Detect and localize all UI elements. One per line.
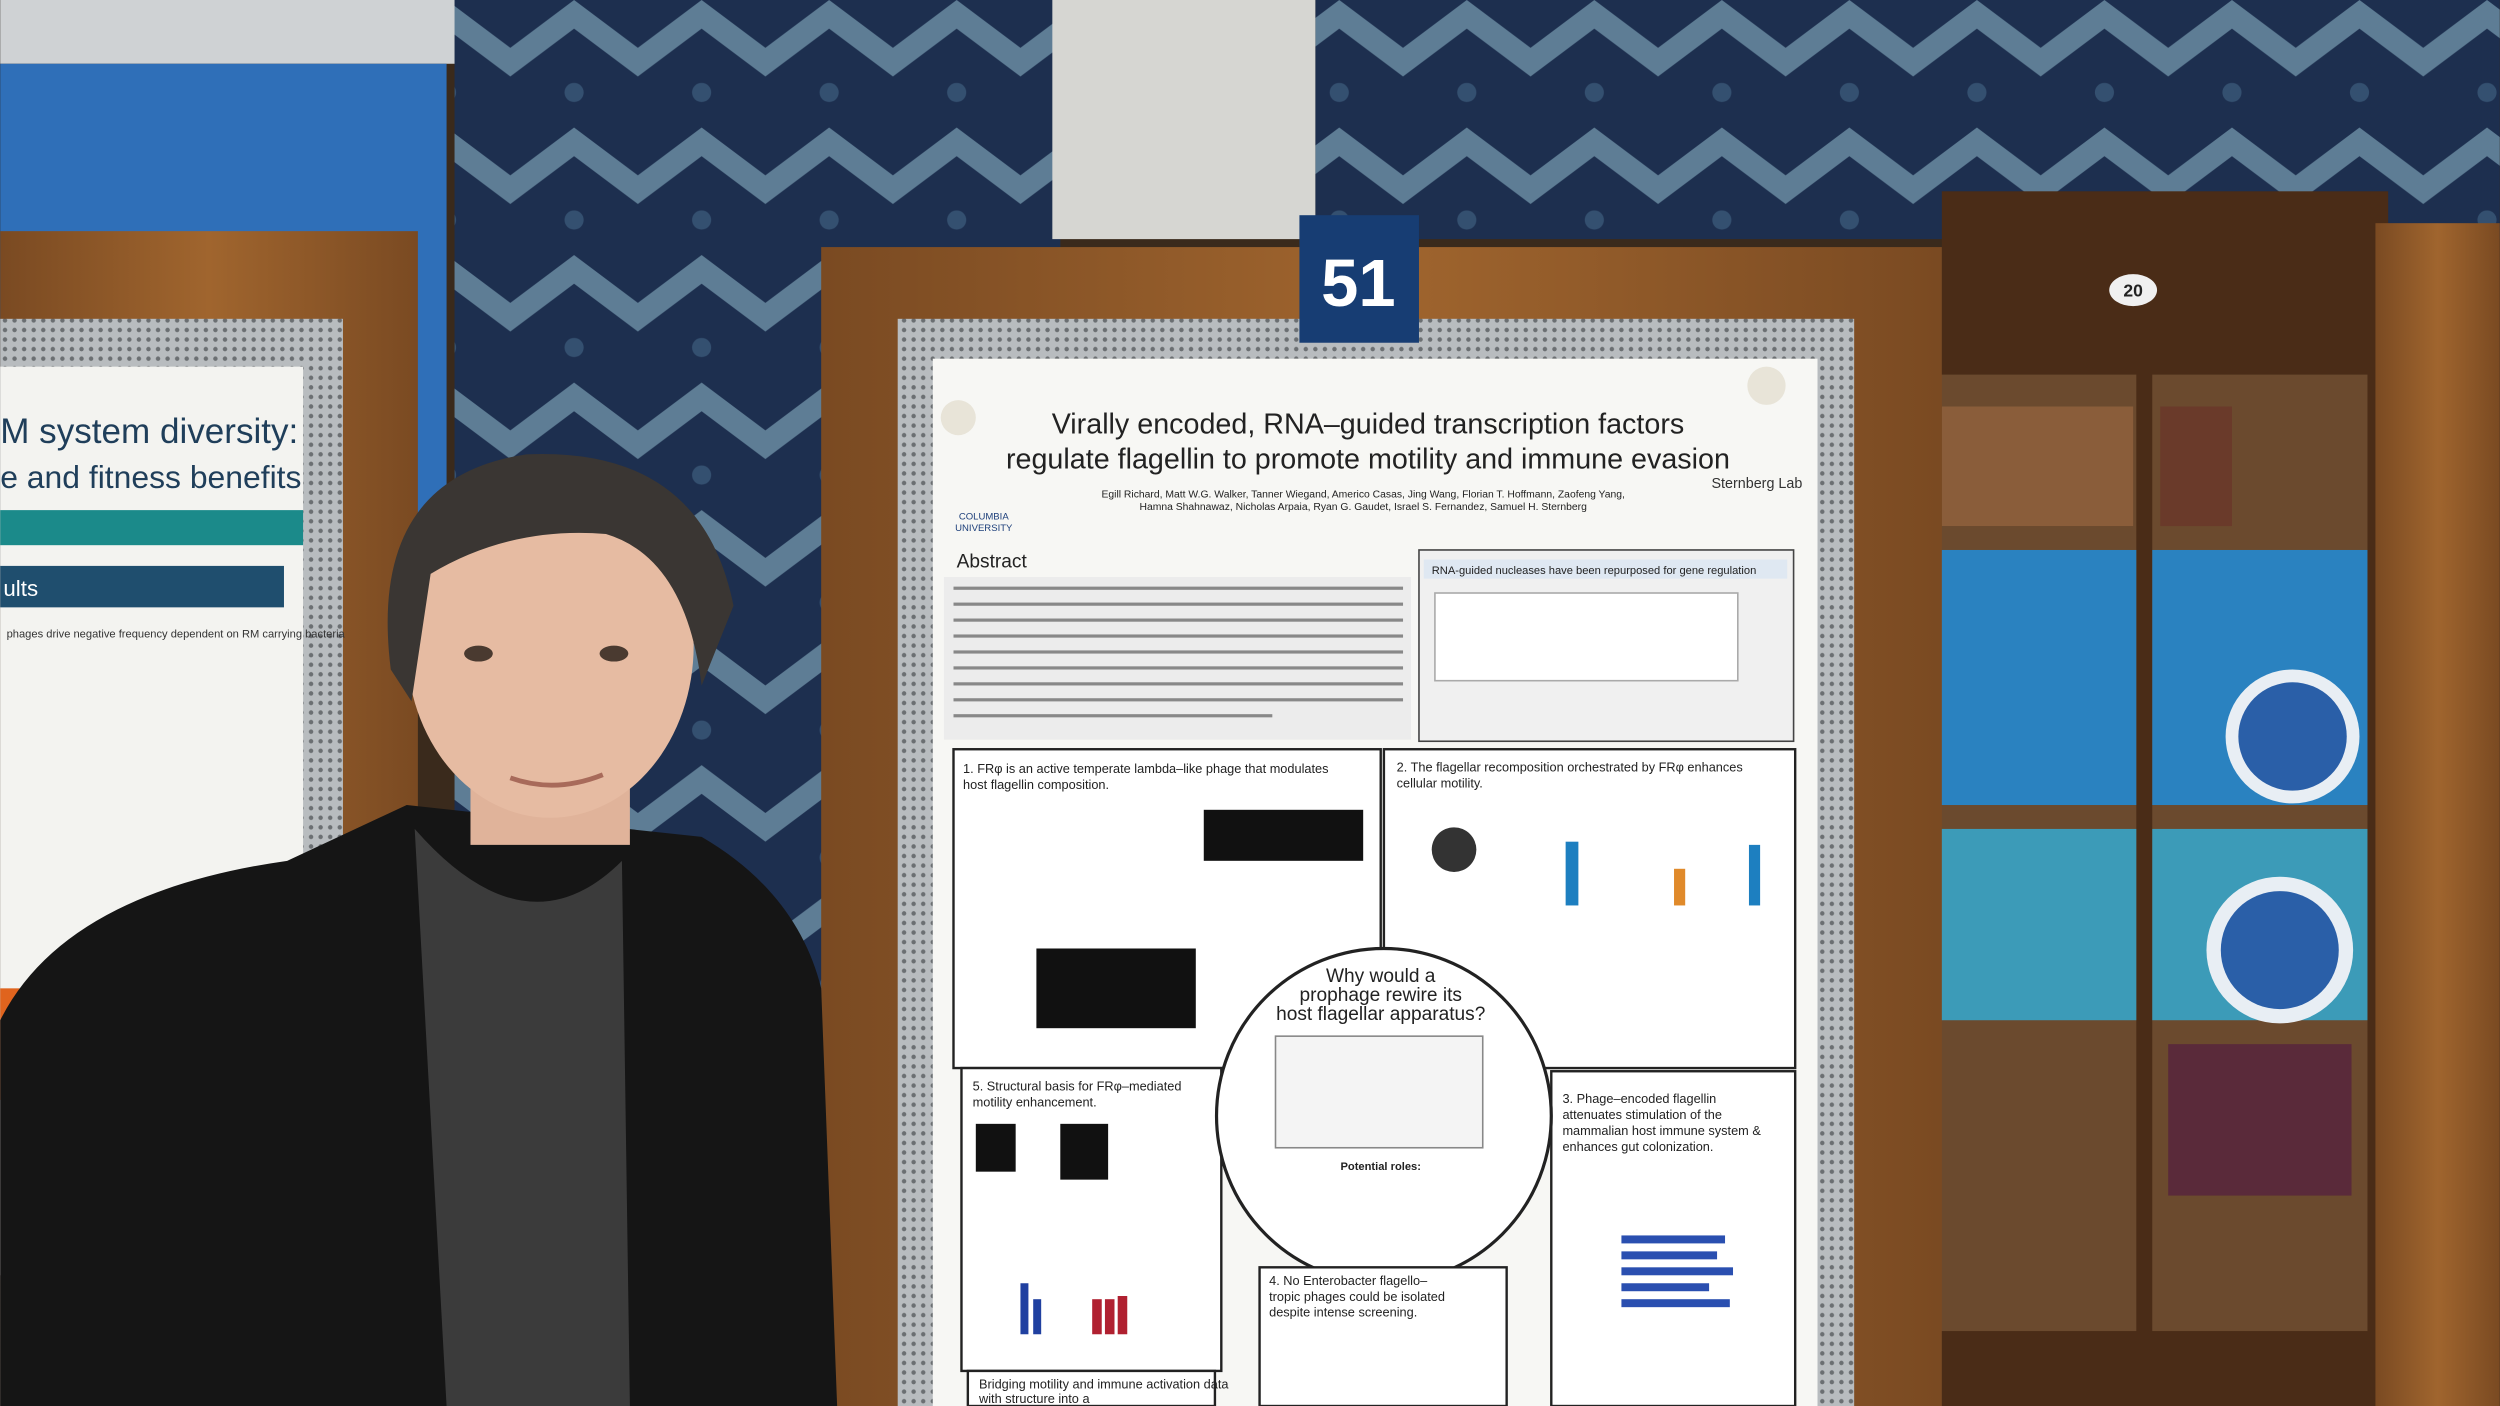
shape <box>940 400 976 436</box>
section-heading: despite intense screening. <box>1269 1305 1417 1320</box>
shape <box>1092 1299 1102 1335</box>
shape <box>1274 1035 1484 1149</box>
shape <box>2109 274 2158 307</box>
shape <box>1565 841 1579 906</box>
board-number: 51 <box>1321 246 1395 321</box>
poster-authors: Egill Richard, Matt W.G. Walker, Tanner … <box>1101 489 1624 500</box>
shape <box>2160 406 2232 527</box>
shape <box>966 1369 1217 1406</box>
shape <box>953 682 1404 686</box>
shape <box>2375 223 2500 1406</box>
bottom-heading: Bridging motility and immune activation … <box>979 1376 1229 1391</box>
shape <box>0 565 284 608</box>
person <box>0 453 838 1406</box>
poster-title: Virally encoded, RNA–guided transcriptio… <box>1052 409 1685 441</box>
shape <box>1434 592 1739 682</box>
potential-roles: Potential roles: <box>1340 1161 1420 1173</box>
abstract-heading: Abstract <box>957 552 1028 573</box>
left-poster-text: phages drive negative frequency dependen… <box>7 629 346 641</box>
section-heading: 3. Phage–encoded flagellin <box>1562 1091 1716 1106</box>
section-heading: 4. No Enterobacter flagello– <box>1269 1273 1428 1288</box>
section-heading: host flagellin composition. <box>963 777 1109 792</box>
shape <box>1033 1299 1042 1335</box>
shape <box>953 714 1273 718</box>
shape <box>953 698 1404 702</box>
section-heading: tropic phages could be isolated <box>1269 1289 1445 1304</box>
shape <box>1431 827 1477 872</box>
logo-text: Sternberg Lab <box>1712 476 1803 492</box>
shape <box>1747 366 1786 405</box>
bookcase: 20 <box>1937 191 2500 1406</box>
shape <box>1937 549 2137 806</box>
section-heading: 5. Structural basis for FRφ–mediated <box>973 1078 1182 1093</box>
shape <box>0 510 304 546</box>
section-heading: 1. FRφ is an active temperate lambda–lik… <box>963 761 1328 776</box>
shape <box>1203 809 1364 861</box>
shape <box>953 618 1404 622</box>
shape <box>1104 1299 1115 1335</box>
shape <box>464 645 493 662</box>
question: prophage rewire its <box>1299 985 1462 1006</box>
logo-text: COLUMBIA <box>959 512 1009 523</box>
shape <box>0 0 463 64</box>
question: Why would a <box>1326 966 1436 987</box>
shape <box>1621 1299 1730 1308</box>
shape <box>1299 215 1419 343</box>
logo-text: UNIVERSITY <box>955 523 1013 534</box>
shape <box>1621 1251 1718 1260</box>
shape <box>1674 868 1686 906</box>
shape <box>1621 1235 1734 1308</box>
shape <box>599 645 629 662</box>
shape <box>1423 559 1788 579</box>
question: host flagellar apparatus? <box>1276 1004 1485 1025</box>
section-heading: attenuates stimulation of the <box>1562 1107 1721 1122</box>
bottom-heading: with structure into a <box>978 1391 1090 1406</box>
shape <box>414 828 630 1406</box>
cabinet-number: 20 <box>2123 281 2143 301</box>
shape <box>953 586 1404 718</box>
shape <box>1748 844 1761 906</box>
section-heading: motility enhancement. <box>973 1094 1097 1109</box>
poster-authors: Hamna Shahnawaz, Nicholas Arpaia, Ryan G… <box>1139 502 1587 513</box>
shape <box>1020 1283 1042 1335</box>
shape <box>406 473 694 818</box>
section-heading: mammalian host immune system & <box>1562 1123 1761 1138</box>
shape <box>953 602 1404 606</box>
shape <box>1117 1296 1128 1335</box>
shape <box>1052 0 1316 240</box>
shape <box>1621 1283 1710 1292</box>
shape <box>975 1123 1016 1172</box>
left-poster-title: M system diversity: <box>0 412 298 451</box>
poster: Virally encoded, RNA–guided transcriptio… <box>943 409 1803 1406</box>
shape <box>1941 406 2134 527</box>
section-heading: enhances gut colonization. <box>1562 1139 1713 1154</box>
poster-title: regulate flagellin to promote motility a… <box>1006 444 1730 476</box>
section-heading: 2. The flagellar recomposition orchestra… <box>1397 760 1743 775</box>
section-heading: cellular motility. <box>1397 775 1483 790</box>
shape <box>953 586 1404 590</box>
shape <box>953 650 1404 654</box>
left-poster-title: e and fitness benefits <box>0 459 301 495</box>
shape <box>953 634 1404 638</box>
shape <box>2220 891 2339 1010</box>
left-poster-section: ults <box>3 576 38 601</box>
shape <box>509 772 604 788</box>
shape <box>2238 682 2347 791</box>
shape <box>1937 828 2137 1021</box>
shape <box>387 453 734 702</box>
shape <box>960 1066 1223 1373</box>
shape <box>1036 948 1196 1029</box>
shape <box>1020 1283 1029 1335</box>
shape <box>1621 1235 1726 1244</box>
shape <box>0 805 838 1406</box>
shape <box>1621 1267 1734 1276</box>
shape <box>2168 1044 2352 1196</box>
shape <box>1258 1266 1508 1406</box>
box-heading: RNA-guided nucleases have been repurpose… <box>1432 565 1757 577</box>
shape <box>1092 1296 1128 1335</box>
shape <box>1060 1123 1109 1180</box>
shape <box>953 666 1404 670</box>
